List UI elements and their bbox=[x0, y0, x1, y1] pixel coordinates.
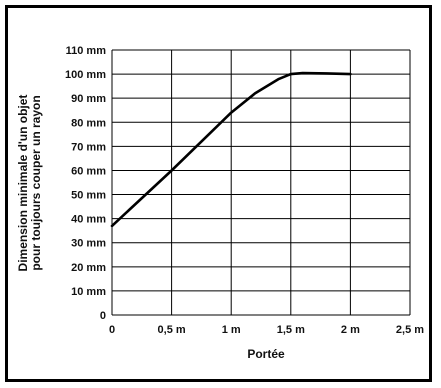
y-axis-title: Dimension minimale d'un objet pour toujo… bbox=[16, 95, 43, 272]
series-lines bbox=[110, 71, 352, 228]
y-tick-label: 100 mm bbox=[65, 69, 106, 81]
series-line bbox=[110, 71, 352, 228]
y-tick-label: 50 mm bbox=[71, 190, 106, 202]
x-tick-label: 1,5 m bbox=[277, 324, 305, 336]
y-tick-label: 80 mm bbox=[71, 117, 106, 129]
y-tick-label: 60 mm bbox=[71, 165, 106, 177]
x-axis-title: Portée bbox=[247, 347, 285, 361]
y-tick-label: 90 mm bbox=[71, 93, 106, 105]
y-axis-title-line-1: Dimension minimale d'un objet bbox=[16, 95, 30, 272]
grid bbox=[111, 49, 411, 316]
chart-frame bbox=[5, 5, 432, 382]
y-tick-label: 20 mm bbox=[71, 262, 106, 274]
x-axis-ticks: 0 0,5 m 1 m 1,5 m 2 m 2,5 m bbox=[109, 324, 424, 336]
y-tick-label: 10 mm bbox=[71, 286, 106, 298]
x-tick-label: 1 m bbox=[222, 324, 241, 336]
y-tick-label: 70 mm bbox=[71, 141, 106, 153]
x-tick-label: 0,5 m bbox=[158, 324, 186, 336]
x-tick-label: 2 m bbox=[341, 324, 360, 336]
y-tick-label: 110 mm bbox=[66, 45, 107, 57]
x-tick-label: 0 bbox=[109, 324, 115, 336]
y-axis-title-line-2: pour toujours couper un rayon bbox=[29, 95, 43, 270]
y-axis-ticks: 0 10 mm 20 mm 30 mm 40 mm 50 mm 60 mm 70 mm 80 m… bbox=[65, 45, 106, 322]
y-tick-label: 40 mm bbox=[71, 214, 106, 226]
y-tick-label: 0 bbox=[100, 310, 106, 322]
x-tick-label: 2,5 m bbox=[396, 324, 424, 336]
y-tick-label: 30 mm bbox=[71, 238, 106, 250]
